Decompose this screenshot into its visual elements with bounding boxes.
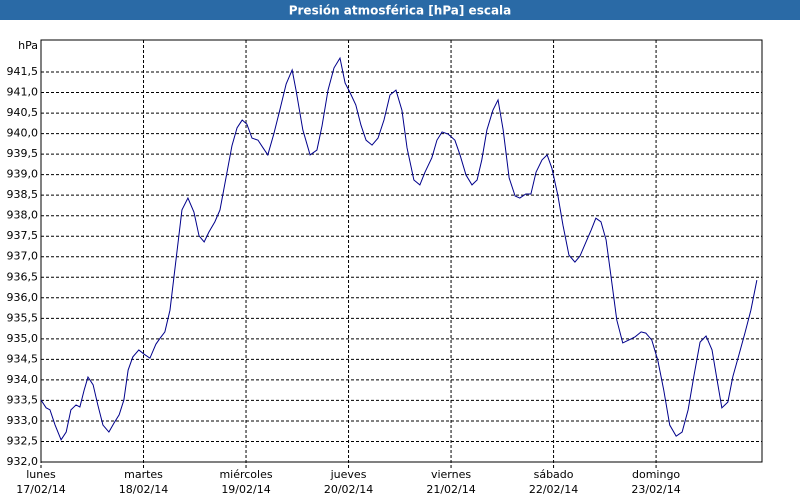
- y-tick-label: 938,5: [7, 188, 39, 201]
- y-tick-label: 934,0: [7, 373, 39, 386]
- x-tick-label: 20/02/14: [324, 483, 373, 496]
- y-tick-label: 936,0: [7, 291, 39, 304]
- x-tick-label: martes: [124, 468, 163, 481]
- y-tick-label: 937,5: [7, 229, 39, 242]
- y-tick-label: 941,0: [7, 86, 39, 99]
- x-tick-label: jueves: [330, 468, 367, 481]
- plot-frame: [40, 39, 763, 463]
- x-tick-label: 23/02/14: [631, 483, 680, 496]
- x-tick-label: 18/02/14: [119, 483, 168, 496]
- x-tick-label: miércoles: [219, 468, 272, 481]
- y-tick-label: 938,0: [7, 209, 39, 222]
- y-tick-label: 934,5: [7, 352, 39, 365]
- y-tick-label: 941,5: [7, 65, 39, 78]
- x-tick-label: lunes: [26, 468, 56, 481]
- x-tick-label: 17/02/14: [16, 483, 65, 496]
- y-tick-label: 939,0: [7, 168, 39, 181]
- y-axis-label: hPa: [18, 39, 38, 52]
- x-tick-label: 22/02/14: [529, 483, 578, 496]
- y-tick-label: 935,0: [7, 332, 39, 345]
- x-tick-label: domingo: [632, 468, 680, 481]
- y-tick-label: 940,0: [7, 127, 39, 140]
- x-tick-label: 19/02/14: [221, 483, 270, 496]
- pressure-line: [40, 56, 758, 441]
- y-tick-label: 939,5: [7, 147, 39, 160]
- chart-title: Presión atmosférica [hPa] escala: [289, 4, 512, 18]
- title-bar: [0, 0, 800, 20]
- x-tick-label: sábado: [534, 468, 574, 481]
- x-tick-label: 21/02/14: [426, 483, 475, 496]
- y-tick-label: 932,5: [7, 434, 39, 447]
- y-tick-label: 940,5: [7, 106, 39, 119]
- x-tick-label: viernes: [431, 468, 471, 481]
- y-tick-label: 936,5: [7, 270, 39, 283]
- y-tick-label: 933,5: [7, 393, 39, 406]
- y-tick-label: 933,0: [7, 414, 39, 427]
- y-tick-label: 932,0: [7, 455, 39, 468]
- y-tick-label: 937,0: [7, 250, 39, 263]
- y-tick-label: 935,5: [7, 311, 39, 324]
